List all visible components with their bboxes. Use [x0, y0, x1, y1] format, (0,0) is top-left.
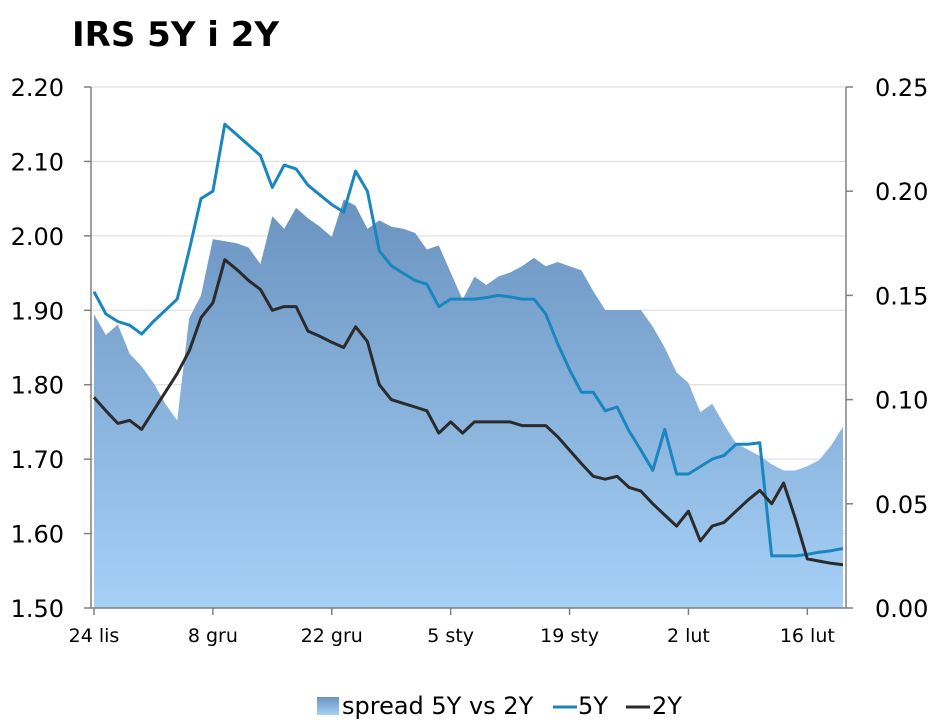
chart-title: IRS 5Y i 2Y — [72, 15, 279, 55]
y-right-tick-label: 0.15 — [875, 282, 928, 310]
y-right-tick-label: 0.25 — [875, 74, 928, 102]
y-left-tick-label: 1.70 — [11, 446, 64, 474]
spread-area-layer — [94, 199, 843, 608]
x-tick-label: 8 gru — [188, 625, 238, 647]
legend: spread 5Y vs 2Y 5Y 2Y — [317, 692, 682, 720]
y-left-tick-label: 2.00 — [11, 223, 64, 251]
x-axis-ticks: 24 lis 8 gru 22 gru 5 sty 19 sty 2 lut 16 lut — [69, 608, 835, 647]
y-left-tick-label: 2.20 — [11, 74, 64, 102]
legend-label-2y: 2Y — [652, 692, 682, 720]
x-tick-label: 5 sty — [427, 625, 474, 647]
y-right-tick-label: 0.05 — [875, 491, 928, 519]
x-tick-label: 19 sty — [540, 625, 599, 647]
y-left-tick-label: 2.10 — [11, 148, 64, 176]
x-tick-label: 24 lis — [69, 625, 120, 647]
y-axis-left-ticks: 1.50 1.60 1.70 1.80 1.90 2.00 2.10 2.20 — [11, 74, 91, 623]
y-left-tick-label: 1.60 — [11, 521, 64, 549]
axes — [90, 87, 847, 609]
legend-swatch-spread — [317, 697, 339, 715]
series-spread-area — [94, 199, 843, 608]
x-tick-label: 16 lut — [780, 625, 835, 647]
y-right-tick-label: 0.00 — [875, 595, 928, 623]
legend-label-5y: 5Y — [578, 692, 608, 720]
series-5y-line — [92, 122, 844, 558]
x-tick-label: 22 gru — [301, 625, 363, 647]
y-right-tick-label: 0.10 — [875, 387, 928, 415]
y-left-tick-label: 1.50 — [11, 595, 64, 623]
line-series-layer — [92, 122, 844, 567]
series-2y-line — [92, 258, 844, 567]
y-left-tick-label: 1.80 — [11, 372, 64, 400]
y-axis-right-ticks: 0.00 0.05 0.10 0.15 0.20 0.25 — [846, 74, 928, 623]
y-left-tick-label: 1.90 — [11, 297, 64, 325]
legend-label-spread: spread 5Y vs 2Y — [342, 692, 534, 720]
y-right-tick-label: 0.20 — [875, 178, 928, 206]
x-tick-label: 2 lut — [667, 625, 710, 647]
